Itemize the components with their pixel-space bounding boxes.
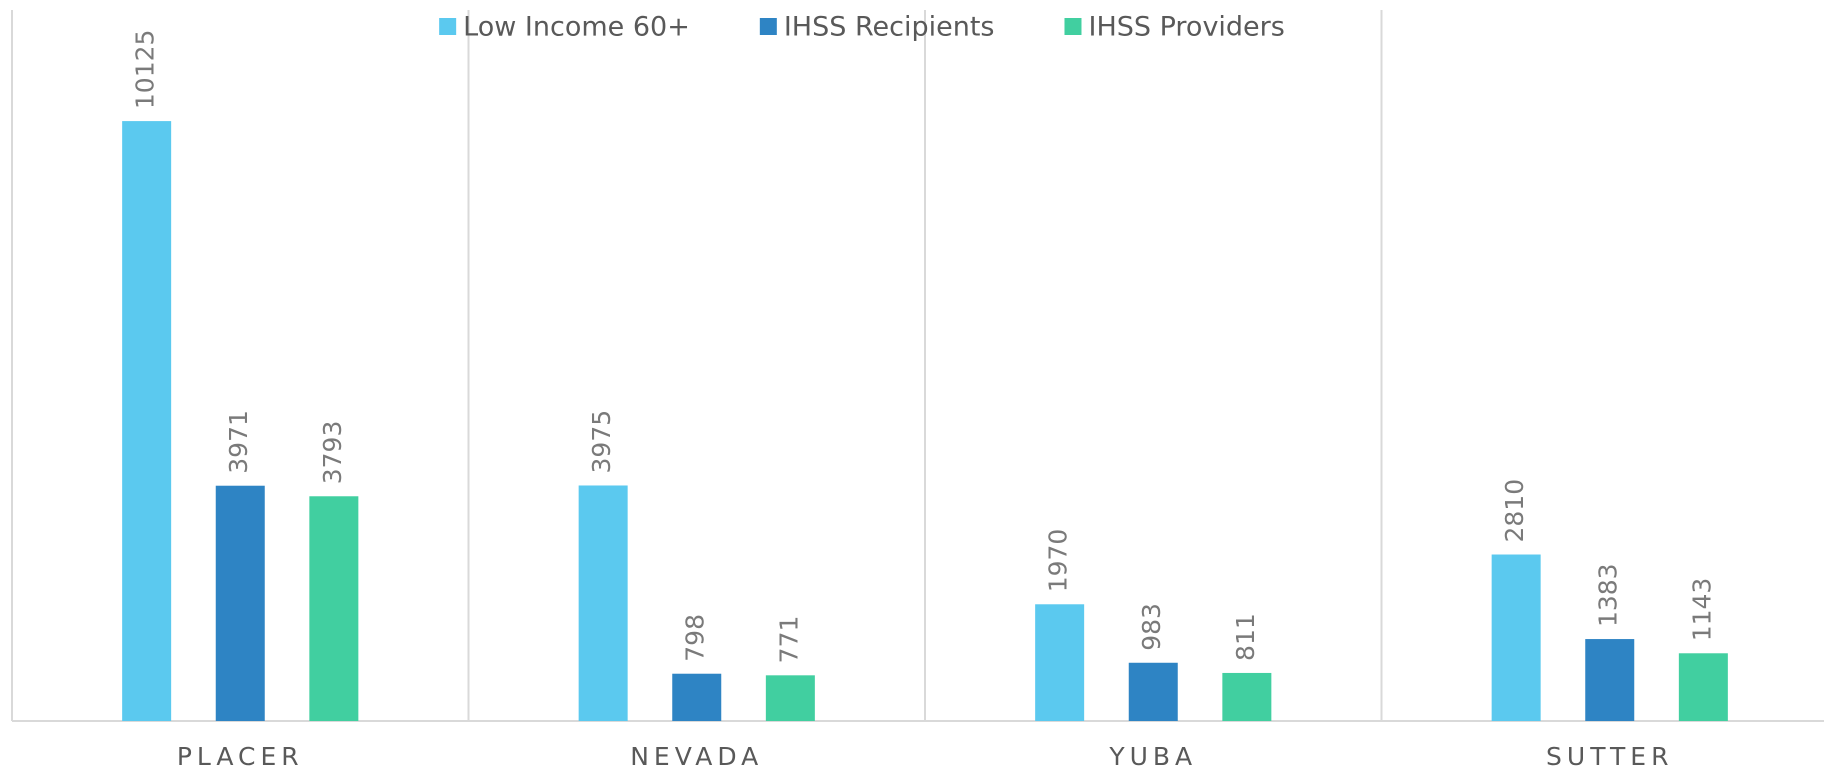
data-label: 1383 xyxy=(1594,563,1623,627)
bar xyxy=(122,121,172,721)
bar xyxy=(215,485,265,721)
data-label: 771 xyxy=(774,616,803,664)
bar xyxy=(1035,604,1085,721)
data-label: 1143 xyxy=(1687,578,1716,642)
bar xyxy=(672,673,722,721)
legend-swatch xyxy=(759,18,777,35)
legend-swatch xyxy=(1064,18,1082,35)
data-label: 2810 xyxy=(1500,479,1529,543)
bar xyxy=(1585,639,1635,721)
legend-label: IHSS Recipients xyxy=(784,12,995,43)
data-label: 983 xyxy=(1137,603,1166,651)
bar xyxy=(309,496,359,721)
x-tick-label: SUTTER xyxy=(1546,742,1673,771)
data-label: 811 xyxy=(1231,613,1260,661)
x-tick-label: YUBA xyxy=(1108,742,1197,771)
bar xyxy=(1222,672,1272,721)
bar xyxy=(765,675,815,721)
legend-label: IHSS Providers xyxy=(1088,12,1284,43)
data-label: 1970 xyxy=(1044,529,1073,593)
data-label: 798 xyxy=(681,614,710,662)
x-tick-label: PLACER xyxy=(177,742,304,771)
legend-label: Low Income 60+ xyxy=(463,12,690,43)
data-label: 3793 xyxy=(318,421,347,485)
bar xyxy=(1491,554,1541,721)
bar xyxy=(578,485,628,721)
data-label: 10125 xyxy=(131,30,160,110)
bar xyxy=(1128,662,1178,721)
bar xyxy=(1678,653,1728,721)
data-label: 3971 xyxy=(224,410,253,474)
data-label: 3975 xyxy=(587,410,616,474)
legend-swatch xyxy=(439,18,457,35)
x-tick-label: NEVADA xyxy=(630,742,763,771)
